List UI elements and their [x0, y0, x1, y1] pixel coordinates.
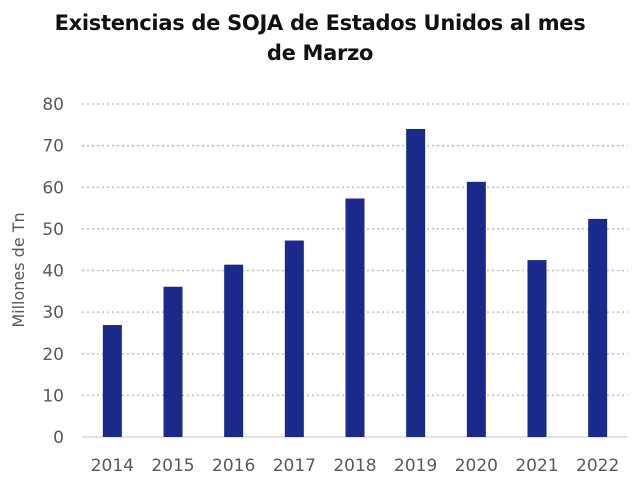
bar-2016 — [224, 264, 244, 437]
x-tick-label: 2016 — [212, 456, 255, 476]
x-tick-label: 2015 — [151, 456, 194, 476]
y-tick-label: 20 — [42, 345, 64, 365]
x-tick-label: 2019 — [394, 456, 437, 476]
bar-2017 — [284, 240, 304, 437]
bar-2021 — [527, 260, 547, 437]
chart-title-line-2: de Marzo — [266, 41, 374, 65]
x-tick-label: 2014 — [91, 456, 134, 476]
x-tick-label: 2022 — [576, 456, 619, 476]
y-tick-label: 60 — [42, 178, 64, 198]
chart-title: Existencias de SOJA de Estados Unidos al… — [0, 8, 640, 68]
chart-title-line-1: Existencias de SOJA de Estados Unidos al… — [54, 11, 586, 35]
y-tick-label: 10 — [42, 386, 64, 406]
x-tick-label: 2017 — [273, 456, 316, 476]
bars — [102, 128, 608, 437]
bar-2018 — [345, 198, 365, 437]
bar-2020 — [466, 181, 486, 437]
y-tick-labels: 0 10 20 30 40 50 60 70 80 — [42, 95, 64, 448]
y-tick-label: 0 — [53, 428, 64, 448]
x-tick-label: 2020 — [455, 456, 498, 476]
y-axis-label: Millones de Tn — [9, 212, 28, 327]
bar-2022 — [588, 218, 608, 437]
x-tick-label: 2018 — [333, 456, 376, 476]
x-tick-label: 2021 — [515, 456, 558, 476]
y-tick-label: 40 — [42, 262, 64, 282]
y-tick-label: 50 — [42, 220, 64, 240]
y-tick-label: 30 — [42, 303, 64, 323]
bar-2014 — [102, 325, 122, 437]
bar-2019 — [406, 128, 426, 437]
y-tick-label: 80 — [42, 95, 64, 115]
x-tick-labels: 2014 2015 2016 2017 2018 2019 2020 2021 2022 — [91, 456, 620, 476]
y-tick-label: 70 — [42, 137, 64, 157]
bar-2015 — [163, 286, 183, 437]
